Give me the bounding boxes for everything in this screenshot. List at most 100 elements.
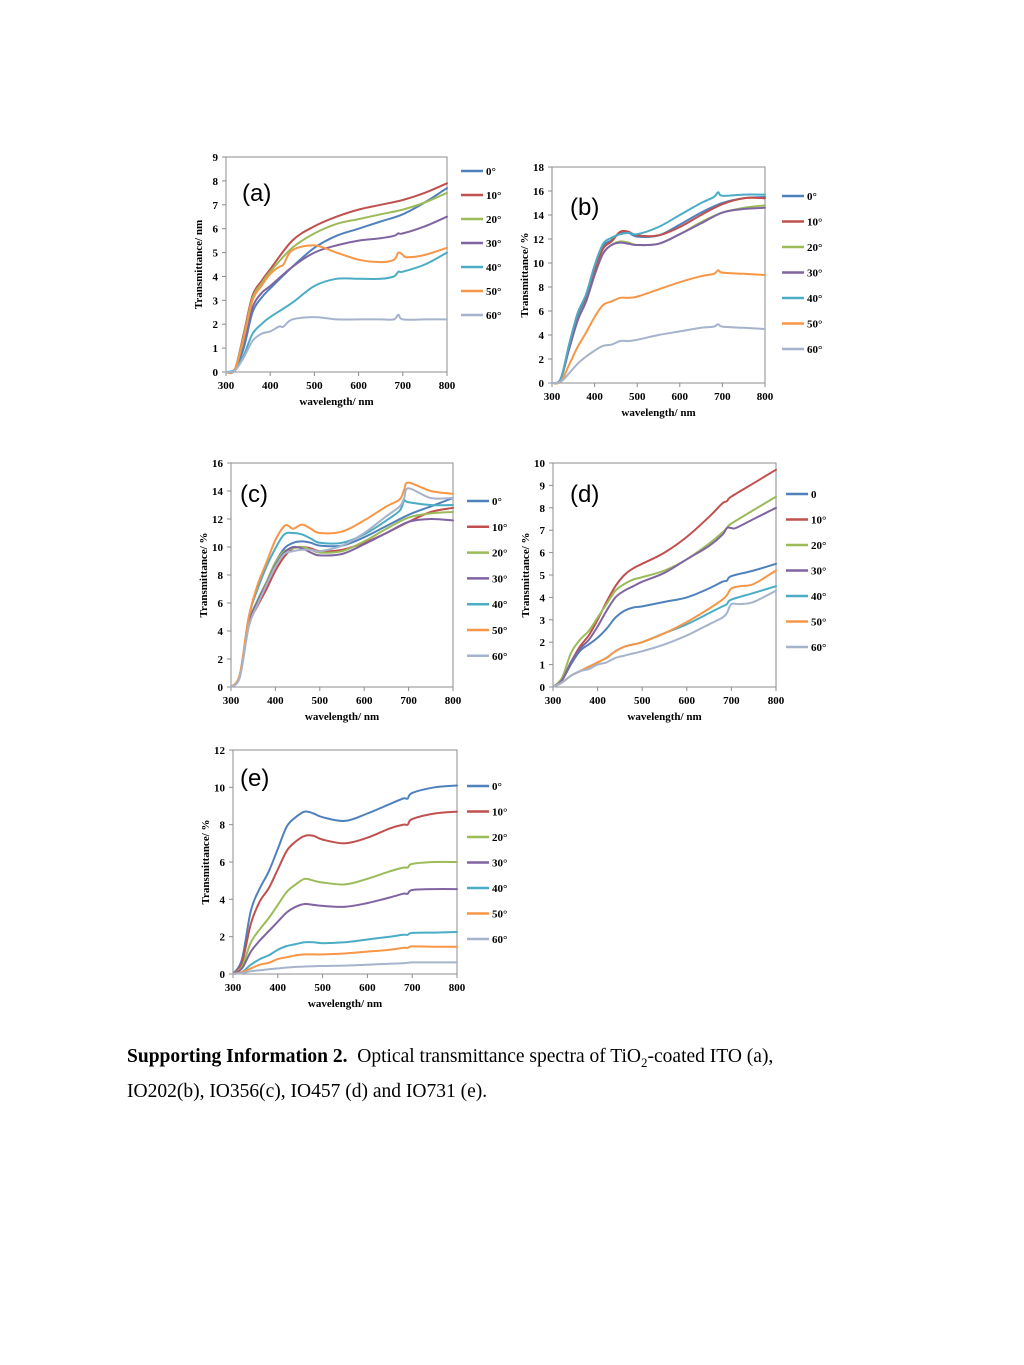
series-line-d-30deg xyxy=(552,506,777,688)
series-line-d-60deg xyxy=(552,589,777,688)
y-tick-label: 16 xyxy=(533,186,545,198)
series-line-a-40deg xyxy=(225,251,448,373)
legend-entry: 30° xyxy=(811,566,826,578)
legend-entry: 60° xyxy=(807,344,822,356)
y-axis-label: Transmittance/ % xyxy=(520,532,532,617)
x-tick-label: 800 xyxy=(768,695,785,707)
series-line-e-40deg xyxy=(232,931,458,975)
y-tick-label: 4 xyxy=(218,626,224,638)
x-tick-label: 800 xyxy=(445,695,462,707)
series-line-a-50deg xyxy=(225,244,448,374)
series-line-b-40deg xyxy=(551,191,766,385)
y-tick-label: 8 xyxy=(220,820,226,832)
y-tick-label: 6 xyxy=(539,306,545,318)
legend-entry: 20° xyxy=(492,548,507,560)
y-tick-label: 2 xyxy=(539,354,545,366)
legend-entry: 50° xyxy=(492,909,507,921)
y-tick-label: 8 xyxy=(539,282,545,294)
series-line-b-50deg xyxy=(551,269,766,385)
x-tick-label: 400 xyxy=(267,695,284,707)
series-line-e-20deg xyxy=(232,860,458,975)
series-line-a-0deg xyxy=(225,187,448,374)
x-tick-label: 600 xyxy=(356,695,373,707)
y-tick-label: 6 xyxy=(218,598,224,610)
x-tick-label: 300 xyxy=(225,982,242,994)
legend-entry: 20° xyxy=(492,832,507,844)
y-axis-label: Transmittance/ nm xyxy=(193,220,205,309)
legend-entry: 40° xyxy=(811,591,826,603)
y-tick-label: 6 xyxy=(220,857,226,869)
panel-label: (e) xyxy=(240,765,269,792)
legend-entry: 60° xyxy=(486,310,501,322)
legend-entry: 50° xyxy=(486,286,501,298)
y-tick-label: 12 xyxy=(212,514,224,526)
legend-entry: 40° xyxy=(807,293,822,305)
series-line-c-30deg xyxy=(230,517,454,688)
legend-entry: 10° xyxy=(811,515,826,527)
series-line-c-40deg xyxy=(230,499,454,688)
series-line-b-30deg xyxy=(551,206,766,385)
x-tick-label: 400 xyxy=(262,380,279,392)
legend-entry: 30° xyxy=(492,573,507,585)
y-tick-label: 7 xyxy=(213,200,219,212)
legend-entry: 10° xyxy=(492,522,507,534)
x-tick-label: 500 xyxy=(312,695,329,707)
legend-entry: 30° xyxy=(807,268,822,280)
y-tick-label: 1 xyxy=(540,660,546,672)
x-tick-label: 400 xyxy=(270,982,287,994)
y-tick-label: 8 xyxy=(540,503,546,515)
figure-caption: Supporting Information 2. Optical transm… xyxy=(127,1042,907,1106)
x-tick-label: 700 xyxy=(714,391,731,403)
legend-entry: 50° xyxy=(811,617,826,629)
x-tick-label: 600 xyxy=(350,380,367,392)
x-tick-label: 700 xyxy=(404,982,421,994)
x-tick-label: 300 xyxy=(218,380,235,392)
series-line-c-60deg xyxy=(230,487,454,688)
plot-area xyxy=(225,156,448,373)
y-tick-label: 2 xyxy=(213,319,219,331)
panel-label: (c) xyxy=(240,481,268,508)
legend-entry: 0° xyxy=(486,166,496,178)
x-tick-label: 300 xyxy=(545,695,562,707)
y-tick-label: 9 xyxy=(540,480,546,492)
x-axis-label: wavelength/ nm xyxy=(621,407,695,419)
series-line-c-50deg xyxy=(230,481,454,688)
caption-bold: Supporting Information 2. xyxy=(127,1046,348,1067)
legend-entry: 50° xyxy=(807,319,822,331)
y-axis-label: Transmittance/ % xyxy=(200,819,212,904)
y-tick-label: 14 xyxy=(212,486,224,498)
y-tick-label: 12 xyxy=(214,745,226,757)
y-tick-label: 9 xyxy=(213,152,219,164)
legend-entry: 60° xyxy=(811,642,826,654)
y-tick-label: 0 xyxy=(220,969,226,981)
y-tick-label: 3 xyxy=(540,615,546,627)
legend-entry: 10° xyxy=(486,190,501,202)
legend-entry: 10° xyxy=(807,217,822,229)
legend-entry: 0° xyxy=(807,191,817,203)
legend-entry: 10° xyxy=(492,807,507,819)
legend-entry: 60° xyxy=(492,651,507,663)
series-line-d-0deg xyxy=(552,562,777,688)
x-tick-label: 400 xyxy=(589,695,606,707)
legend-entry: 40° xyxy=(492,883,507,895)
series-line-b-60deg xyxy=(551,323,766,384)
panel-label: (d) xyxy=(570,481,599,508)
x-tick-label: 800 xyxy=(449,982,466,994)
y-tick-label: 4 xyxy=(220,894,226,906)
chart-panel-b: 0 2 4 6 8 10 12 14 16 18 300 400 500 600 700 800 wavelen… xyxy=(519,162,822,419)
legend-entry: 40° xyxy=(486,262,501,274)
x-tick-label: 300 xyxy=(544,391,561,403)
y-tick-label: 6 xyxy=(213,224,219,236)
x-tick-label: 500 xyxy=(634,695,651,707)
x-tick-label: 600 xyxy=(359,982,376,994)
caption-text-3: IO202(b), IO356(c), IO457 (d) and IO731 … xyxy=(127,1080,488,1102)
legend-entry: 30° xyxy=(492,858,507,870)
x-tick-label: 400 xyxy=(586,391,603,403)
x-tick-label: 700 xyxy=(395,380,412,392)
y-tick-label: 6 xyxy=(540,548,546,560)
y-tick-label: 10 xyxy=(534,458,546,470)
y-tick-label: 8 xyxy=(213,176,219,188)
y-tick-label: 2 xyxy=(540,637,546,649)
series-line-a-60deg xyxy=(225,313,448,374)
